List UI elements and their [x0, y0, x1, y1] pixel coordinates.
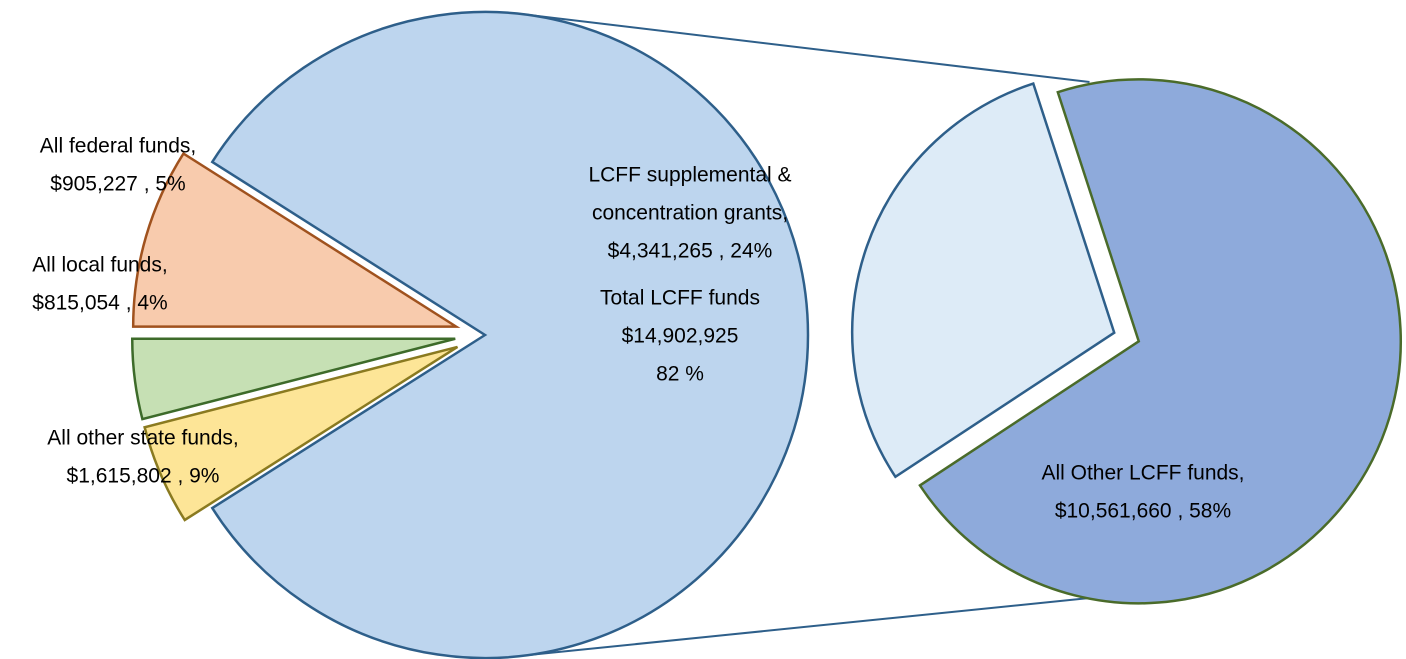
data-label: $14,902,925 [622, 325, 739, 348]
pie-slice [851, 81, 1116, 479]
data-label: $815,054 , 4% [32, 292, 167, 315]
data-label: LCFF supplemental & [588, 164, 791, 187]
data-label: $905,227 , 5% [50, 173, 185, 196]
data-label: Total LCFF funds [600, 287, 760, 310]
connector-line [518, 12, 1090, 83]
data-label: All other state funds, [47, 427, 238, 450]
data-label: All local funds, [32, 254, 167, 277]
data-label: $4,341,265 , 24% [608, 240, 773, 263]
pie-slice [130, 337, 456, 421]
data-label: concentration grants, [592, 202, 788, 225]
pie-slice [918, 78, 1403, 605]
data-label: $1,615,802 , 9% [67, 465, 220, 488]
pie-slice [131, 151, 461, 328]
data-label: All Other LCFF funds, [1041, 462, 1244, 485]
data-label: $10,561,660 , 58% [1055, 500, 1231, 523]
connector-line [529, 597, 1090, 656]
data-label: 82 % [656, 363, 704, 386]
pie-slice [143, 345, 459, 522]
data-label: All federal funds, [40, 135, 196, 158]
pie-slice [210, 10, 810, 659]
